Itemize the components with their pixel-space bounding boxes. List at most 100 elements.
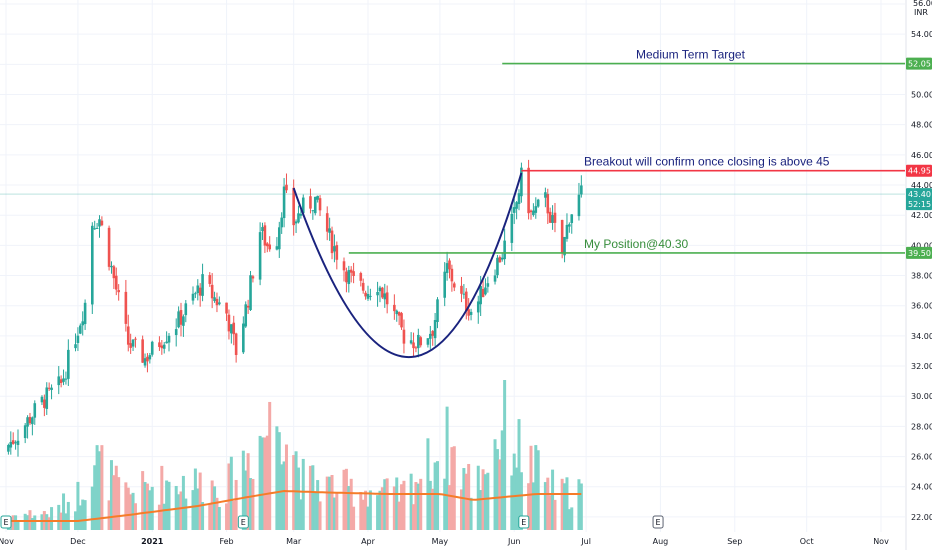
candle-body <box>81 321 85 326</box>
candle-body <box>33 403 37 418</box>
candle-body <box>182 316 185 326</box>
volume-bar <box>196 488 200 530</box>
volume-bar <box>33 515 37 530</box>
y-tick-label: 54.00 <box>911 30 932 39</box>
volume-bar <box>90 486 94 530</box>
candle-body <box>57 376 61 386</box>
candle-body <box>31 417 34 425</box>
candle-body <box>486 283 490 287</box>
level-badge-label: 39.50 <box>908 249 931 258</box>
candle-body <box>129 343 132 348</box>
volume-bar <box>62 493 66 530</box>
candle-body <box>83 302 87 325</box>
candle-body <box>330 230 334 254</box>
y-tick-label: 34.00 <box>911 332 932 341</box>
candle-body <box>158 342 161 347</box>
candle-body <box>227 314 231 332</box>
candle-body <box>347 270 351 285</box>
candle-body <box>443 271 446 298</box>
volume-bar <box>400 484 404 530</box>
y-tick-label: 36.00 <box>911 302 932 311</box>
volume-bar <box>347 486 351 530</box>
candle-body <box>134 338 137 340</box>
candle-body <box>43 399 46 408</box>
volume-bar <box>40 514 44 530</box>
candle-body <box>426 338 430 345</box>
candle-body <box>318 198 322 211</box>
candle-body <box>429 333 432 339</box>
volume-bar <box>109 460 113 530</box>
candle-body <box>225 302 228 314</box>
volume-bar <box>308 465 312 530</box>
volume-bar <box>412 504 416 530</box>
volume-bar <box>244 470 248 530</box>
volume-bar <box>229 456 233 530</box>
candle-body <box>325 213 329 232</box>
candle-body <box>191 293 195 301</box>
volume-bar <box>503 380 507 530</box>
level-badge-label: 44.95 <box>908 167 931 176</box>
volume-bar <box>232 500 236 530</box>
volume-bar <box>577 479 581 530</box>
candle-body <box>412 342 415 349</box>
volume-bar <box>493 439 497 530</box>
volume-bar <box>107 500 111 530</box>
y-tick-label: 24.00 <box>911 483 932 492</box>
candle-body <box>544 192 547 198</box>
candle-body <box>79 325 82 334</box>
volume-bar <box>486 472 490 530</box>
volume-bar <box>548 495 552 530</box>
volume-bar <box>500 430 504 530</box>
candle-body <box>131 339 135 347</box>
volume-bar <box>428 480 432 530</box>
volume-bar <box>124 482 128 530</box>
candle-body <box>383 293 387 300</box>
volume-bar <box>359 491 363 530</box>
countdown-label: 52:15 <box>908 200 931 209</box>
candle-body <box>565 224 569 239</box>
volume-bar <box>45 514 49 530</box>
volume-bar <box>318 501 322 530</box>
volume-bar <box>131 492 135 530</box>
volume-bar <box>332 497 336 530</box>
candle-body <box>464 291 468 311</box>
volume-bar <box>191 490 195 530</box>
candle-body <box>496 257 499 276</box>
candle-body <box>282 186 286 219</box>
candle-body <box>146 356 149 362</box>
candle-body <box>124 291 128 324</box>
candle-body <box>215 298 219 306</box>
volume-bar <box>150 486 154 530</box>
volume-bar <box>81 499 85 530</box>
candle-body <box>366 294 370 299</box>
candle-body <box>460 285 463 294</box>
candle-body <box>568 224 571 227</box>
volume-bar <box>344 468 348 530</box>
candle-body <box>359 273 363 281</box>
volume-bar <box>129 494 133 530</box>
y-tick-label: 40.00 <box>911 241 932 250</box>
volume-bar <box>553 499 557 530</box>
volume-bar <box>328 476 332 530</box>
volume-bar <box>426 438 430 530</box>
candle-body <box>40 396 44 403</box>
x-tick-label: 2021 <box>141 537 164 546</box>
y-tick-label: 38.00 <box>911 272 932 281</box>
volume-bar <box>157 504 161 530</box>
volume-bar <box>366 506 370 530</box>
volume-bar <box>335 493 339 530</box>
volume-bar <box>177 494 181 530</box>
candle-body <box>500 257 504 260</box>
volume-bar <box>301 458 305 530</box>
volume-bar <box>126 487 130 530</box>
volume-bar <box>565 477 569 530</box>
volume-bar <box>579 483 583 530</box>
candle-body <box>577 194 581 217</box>
candle-body <box>563 236 566 256</box>
volume-bar <box>162 503 166 530</box>
volume-bar <box>364 490 368 530</box>
volume-bar <box>78 505 82 530</box>
volume-bar <box>268 401 272 530</box>
